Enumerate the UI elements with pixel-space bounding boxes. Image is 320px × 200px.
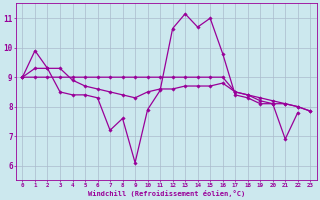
X-axis label: Windchill (Refroidissement éolien,°C): Windchill (Refroidissement éolien,°C) xyxy=(88,190,245,197)
